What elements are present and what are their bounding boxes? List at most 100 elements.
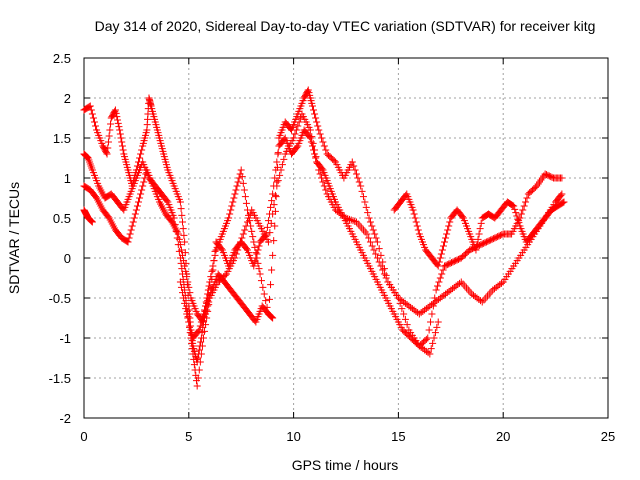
data-point <box>240 186 248 194</box>
data-point <box>237 238 245 246</box>
data-point <box>308 102 316 110</box>
data-point <box>177 205 185 213</box>
data-point <box>239 179 247 187</box>
data-point <box>187 326 195 334</box>
data-point <box>268 313 276 321</box>
data-point <box>322 186 330 194</box>
data-point <box>458 213 466 221</box>
data-point <box>318 165 326 173</box>
data-point <box>118 138 126 146</box>
data-point <box>221 271 229 279</box>
data-point <box>230 194 238 202</box>
data-point <box>318 134 326 142</box>
data-point <box>89 114 97 122</box>
data-point <box>414 226 422 234</box>
data-point <box>232 250 240 258</box>
data-point <box>104 144 112 152</box>
data-point <box>180 294 188 302</box>
data-point <box>510 202 518 210</box>
data-point <box>316 130 324 138</box>
data-point <box>441 238 449 246</box>
data-point <box>477 219 485 227</box>
data-point <box>243 218 251 226</box>
data-point <box>242 199 250 207</box>
x-axis-label: GPS time / hours <box>292 457 399 473</box>
data-point <box>434 318 442 326</box>
data-point <box>134 198 142 206</box>
data-point <box>318 174 326 182</box>
data-point <box>92 122 100 130</box>
data-point <box>439 266 447 274</box>
data-point <box>256 270 264 278</box>
data-point <box>377 262 385 270</box>
data-point <box>245 214 253 222</box>
data-point <box>189 350 197 358</box>
data-point <box>176 241 184 249</box>
data-point <box>430 334 438 342</box>
data-point <box>434 262 442 270</box>
data-point <box>352 170 360 178</box>
data-point <box>312 153 320 161</box>
data-point <box>184 278 192 286</box>
data-point <box>130 214 138 222</box>
data-point <box>456 279 464 287</box>
data-point <box>237 166 245 174</box>
data-point <box>137 190 145 198</box>
data-point <box>520 202 528 210</box>
data-point <box>104 138 112 146</box>
data-point <box>238 173 246 181</box>
data-point <box>179 225 187 233</box>
data-point <box>140 178 148 186</box>
data-point <box>422 335 430 343</box>
data-point <box>348 158 356 166</box>
data-point <box>435 278 443 286</box>
data-point <box>267 281 275 289</box>
data-point <box>474 235 482 243</box>
data-point <box>201 327 209 335</box>
data-point <box>209 266 217 274</box>
data-point <box>371 230 379 238</box>
data-point <box>403 321 411 329</box>
data-point <box>235 174 243 182</box>
plot-frame <box>83 57 609 419</box>
data-point <box>311 146 319 154</box>
data-point <box>128 222 136 230</box>
data-point <box>497 279 505 287</box>
data-point <box>319 138 327 146</box>
data-point <box>133 162 141 170</box>
data-point <box>249 233 257 241</box>
data-point <box>434 282 442 290</box>
data-point <box>372 234 380 242</box>
data-point <box>427 345 435 353</box>
data-point <box>136 194 144 202</box>
data-point <box>124 238 132 246</box>
data-point <box>513 212 521 220</box>
data-point <box>310 106 318 114</box>
data-point <box>114 119 122 127</box>
y-tick-label: -1.5 <box>49 371 71 386</box>
data-point <box>268 197 276 205</box>
data-point <box>476 225 484 233</box>
data-point <box>248 227 256 235</box>
data-point <box>225 214 233 222</box>
tick-labels: 0 5 10 15 20 25 -2 -1.5 -1 -0.5 0 0.5 1 1.5 2 2.5 <box>49 51 616 444</box>
x-tick-label: 20 <box>496 429 510 444</box>
data-point <box>475 230 483 238</box>
data-point <box>264 238 272 246</box>
data-point <box>179 289 187 297</box>
data-point <box>431 329 439 337</box>
data-point <box>429 339 437 347</box>
data-point <box>177 246 185 254</box>
data-point <box>330 157 338 165</box>
data-point <box>241 193 249 201</box>
data-point <box>522 198 530 206</box>
data-point <box>238 234 246 242</box>
data-point <box>88 110 96 118</box>
data-point <box>269 314 277 322</box>
data-point <box>277 166 285 174</box>
data-point <box>180 231 188 239</box>
data-point <box>426 350 434 358</box>
data-point <box>239 230 247 238</box>
data-point <box>410 210 418 218</box>
data-point <box>175 235 183 243</box>
